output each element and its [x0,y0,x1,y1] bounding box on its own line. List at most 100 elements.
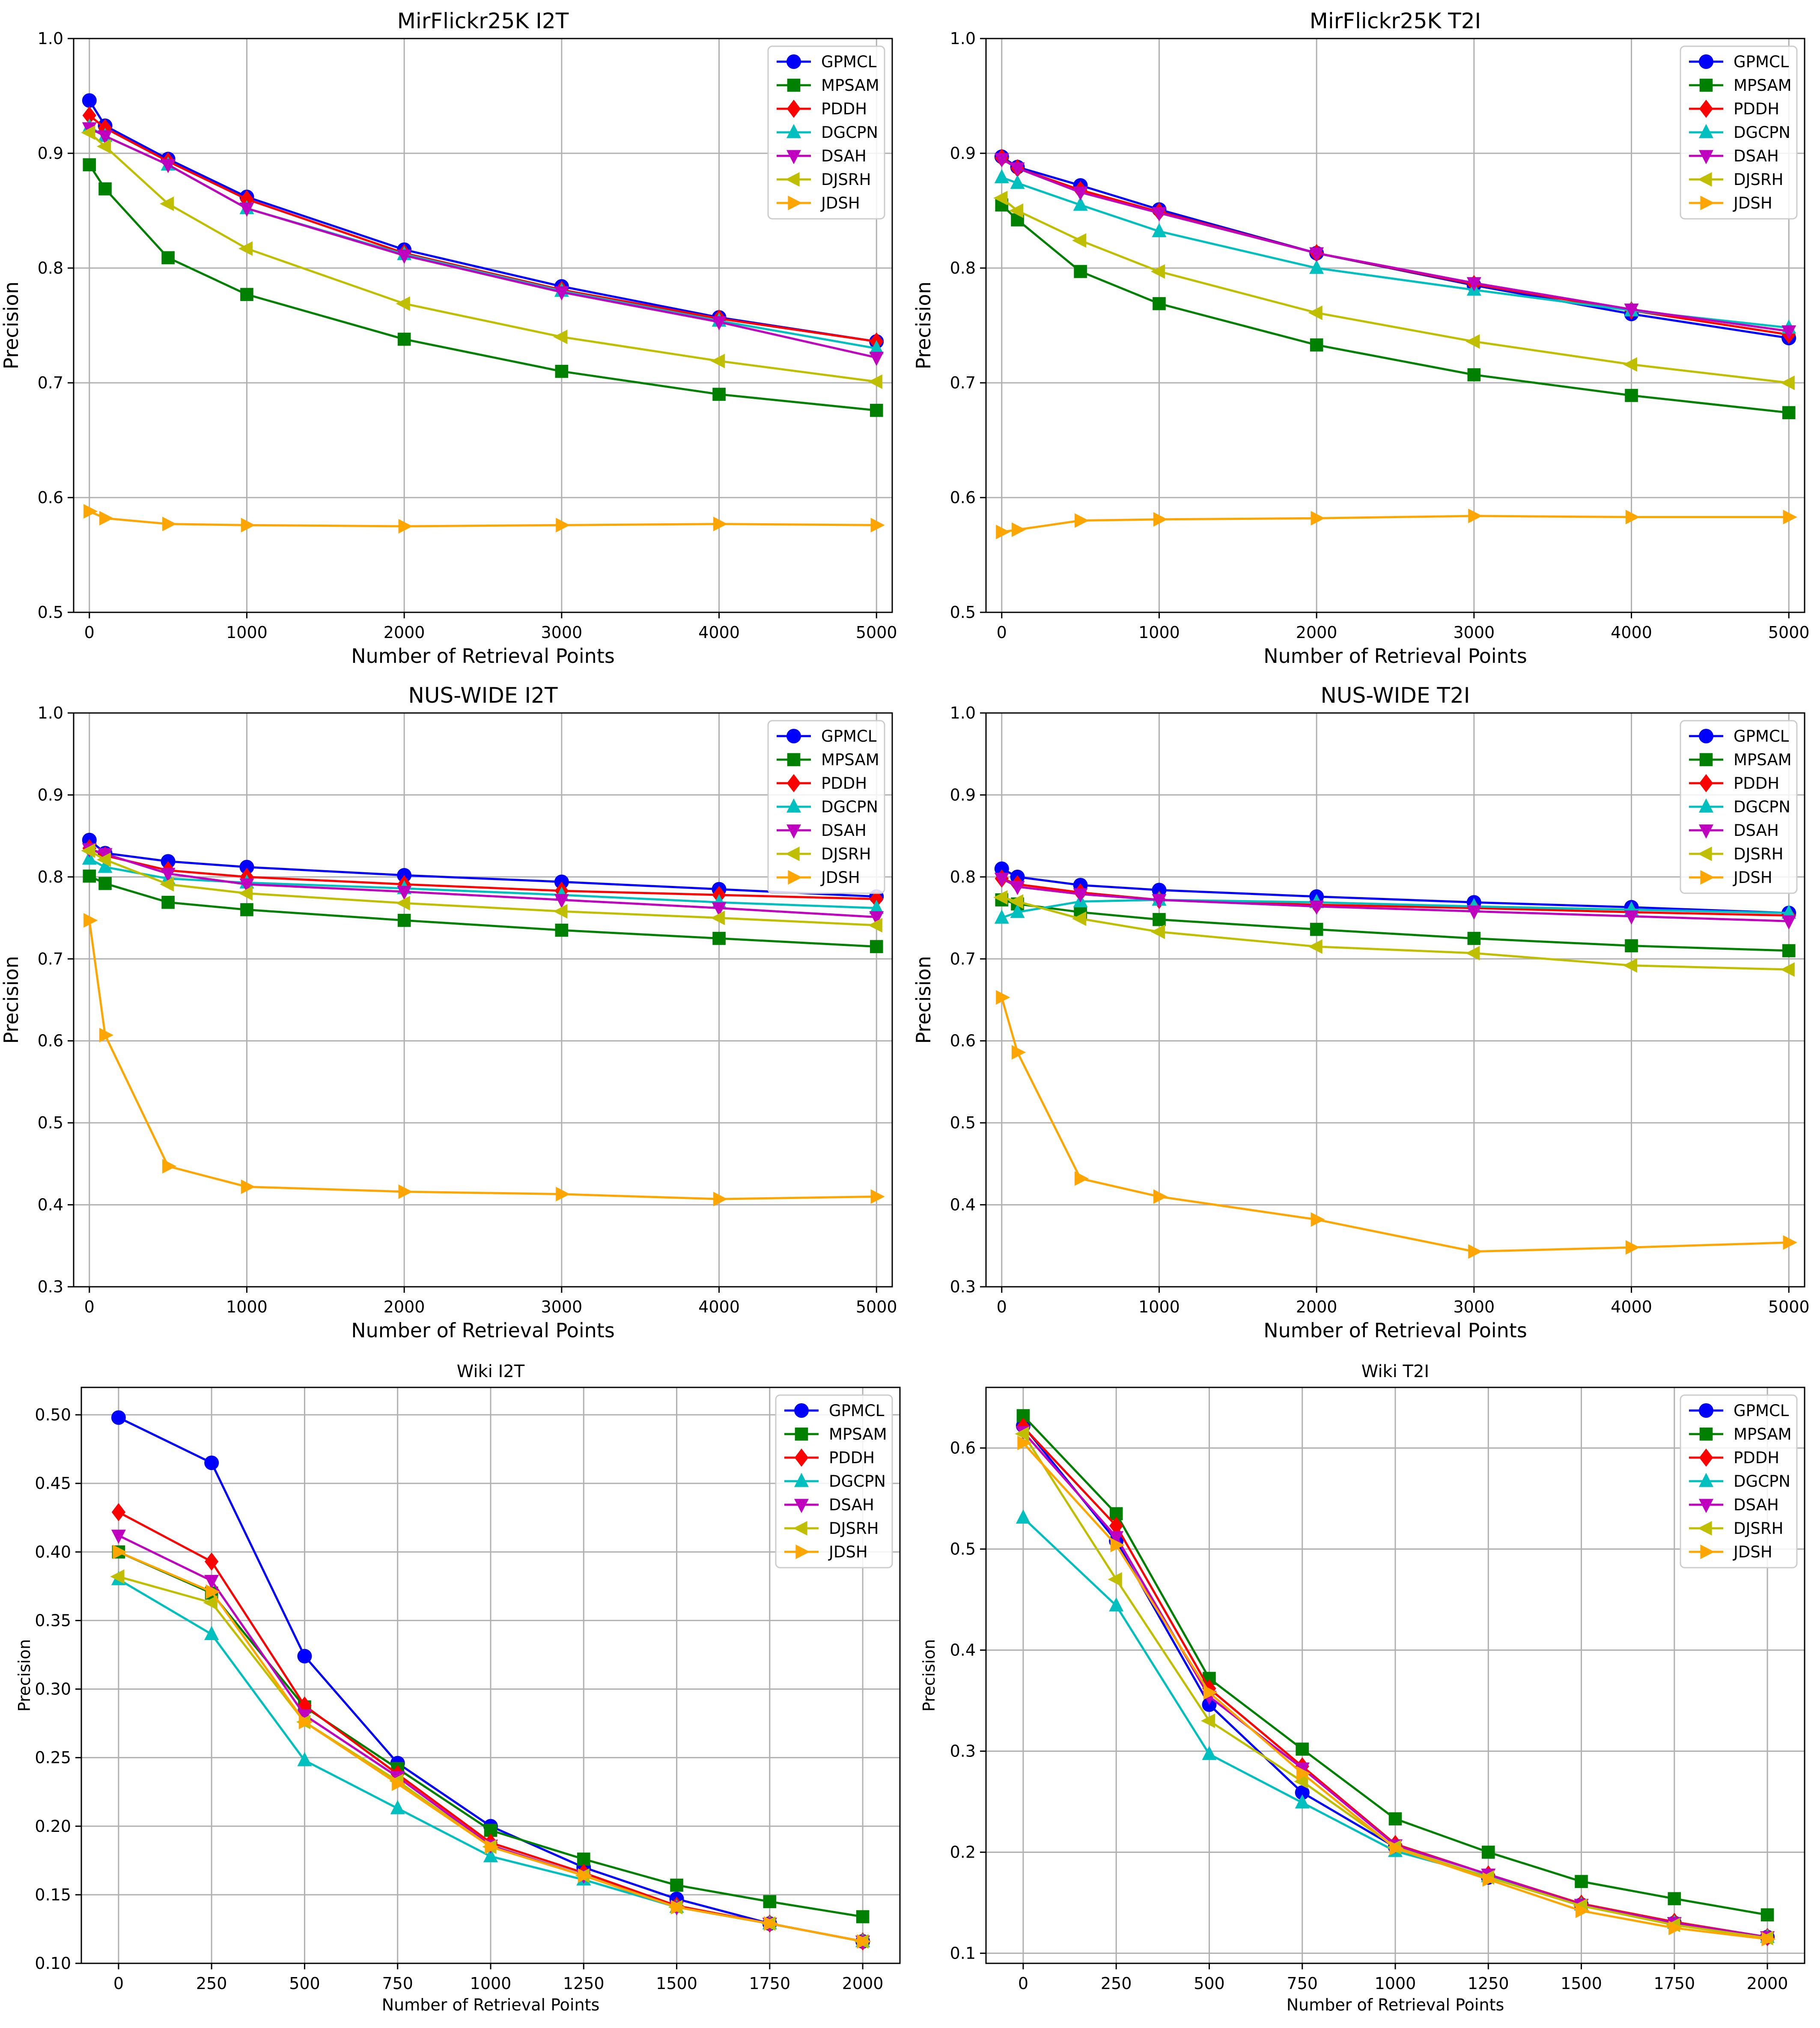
data-point [1309,247,1324,262]
y-tick-label: 0.7 [38,949,63,968]
data-point [98,859,113,873]
x-axis-label: Number of Retrieval Points [1263,1319,1527,1342]
series-line [89,510,877,528]
data-point [162,516,177,531]
legend-label: DSAH [1734,1496,1779,1514]
y-tick-label: 1.0 [38,704,63,722]
x-tick-label: 750 [382,1974,413,1993]
data-point [1466,945,1480,960]
data-point [1575,1903,1590,1918]
legend-marker [1699,753,1713,766]
x-tick-label: 1750 [1653,1974,1695,1993]
data-point [1016,1509,1031,1524]
y-tick-label: 0.4 [950,1196,976,1214]
x-tick-label: 250 [196,1974,227,1993]
chart-title: MirFlickr25K T2I [1310,9,1481,33]
y-axis-label: Precision [912,956,935,1044]
x-axis-label: Number of Retrieval Points [351,644,615,668]
series-line [1001,176,1789,329]
legend-label: MPSAM [821,751,879,769]
series-djsrh [81,125,882,389]
data-point [869,352,884,366]
axes-frame [73,712,893,1288]
x-tick-label: 1750 [749,1974,790,1993]
legend-marker [785,847,800,861]
data-point [1467,932,1481,945]
data-point [1780,376,1795,390]
data-point [1783,510,1797,525]
y-tick-label: 0.9 [38,785,63,804]
data-point [1109,1517,1123,1535]
series-line [89,127,877,359]
legend: GPMCL MPSAM PDDH DGCPN DSAH DJSRH JDSH [775,1394,893,1569]
legend-label: DGCPN [821,798,878,816]
x-axis-label: Number of Retrieval Points [1287,1995,1504,2014]
data-point [99,511,114,526]
data-point [1308,939,1323,954]
data-point [868,918,882,933]
chart-panel-5: 0 250 500 750 1000 1250 1500 1750 2000 0.10 0.15 0.… [15,1362,901,2014]
series-line [89,114,877,343]
y-tick-label: 0.40 [35,1542,71,1561]
legend-marker [794,1499,809,1513]
data-point [204,1575,219,1590]
data-point [239,878,254,893]
data-point [556,518,570,533]
data-point [1010,881,1025,895]
data-point [161,251,175,265]
y-tick-label: 0.8 [950,259,976,277]
legend-marker [786,99,801,118]
x-tick-label: 0 [113,1974,124,1993]
data-point [1072,233,1087,248]
data-point [390,1800,405,1814]
data-point [113,1545,127,1560]
y-tick-label: 0.5 [950,1540,976,1559]
legend-marker [1699,1427,1713,1441]
data-point [98,877,112,890]
x-tick-label: 5000 [856,623,897,642]
data-point [241,1179,256,1194]
legend-marker [786,824,801,839]
legend-label: PDDH [1734,774,1779,793]
x-tick-label: 0 [84,623,95,642]
series-line [1001,157,1789,336]
y-tick-label: 0.30 [35,1680,71,1699]
legend-label: JDSH [1733,868,1772,887]
y-axis-label: Precision [912,281,935,369]
legend-marker [795,1545,810,1559]
y-tick-label: 0.3 [950,1277,976,1296]
data-point [1761,1932,1776,1947]
data-point [204,1455,219,1470]
series-gpmcl [82,93,884,349]
data-point [553,904,568,919]
data-point [83,913,98,928]
y-tick-label: 0.3 [950,1742,976,1760]
legend-marker [785,172,800,187]
series-dsah [994,153,1796,340]
data-point [81,843,95,858]
legend-label: GPMCL [829,1402,885,1420]
data-point [1389,1841,1404,1855]
legend-marker [1699,729,1713,743]
series-line [1001,877,1789,922]
data-point [83,504,98,519]
data-point [1466,334,1480,349]
legend-label: JDSH [1733,194,1772,212]
data-point [1623,958,1638,973]
data-point [1668,1892,1681,1906]
data-point [712,388,726,401]
data-point [204,1625,219,1640]
x-tick-label: 2000 [1747,1974,1788,1993]
data-point [1200,1713,1215,1728]
series-line [1001,515,1789,533]
legend-marker [786,124,801,138]
x-tick-label: 5000 [1768,623,1810,642]
data-point [1010,162,1025,177]
legend-label: DJSRH [829,1519,879,1538]
series-jdsh [83,913,885,1207]
legend-marker [1700,196,1715,210]
data-point [82,93,97,108]
data-point [1780,962,1795,977]
series-jdsh [113,1545,871,1949]
